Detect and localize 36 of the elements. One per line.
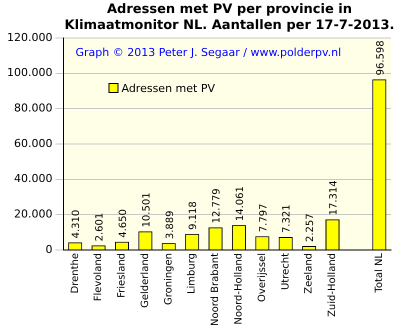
data-label: 9.118 [188, 201, 200, 230]
x-tick-label: Flevoland [93, 252, 104, 302]
chart-title: Adressen met PV per provincie in Klimaatmonitor NL. Aantallen per 17-7-2013. [64, 2, 396, 34]
legend-label: Adressen met PV [121, 82, 216, 95]
y-tick-label: 0 [45, 242, 52, 256]
x-tick-label: Gelderland [140, 252, 151, 308]
data-label: 4.650 [118, 209, 129, 238]
x-tick-label: Noord-Holland [234, 252, 245, 325]
x-tick-label: Zuid-Holland [327, 252, 338, 317]
x-tick-label: Friesland [116, 252, 128, 298]
data-label: 10.501 [141, 192, 152, 228]
x-tick-label: Groningen [163, 252, 174, 306]
y-tick-label: 100.000 [6, 66, 52, 80]
x-tick-label: Limburg [186, 252, 198, 294]
y-tick-label: 20.000 [14, 208, 52, 221]
y-tick-label: 60.000 [14, 136, 52, 150]
data-label: 7.797 [258, 204, 270, 232]
data-label: 12.779 [212, 188, 223, 224]
y-tick-label: 120.000 [6, 30, 52, 44]
x-tick-label: Utrecht [280, 252, 292, 290]
x-tick-label: Total NL [374, 252, 385, 294]
data-label: 7.321 [282, 204, 293, 234]
x-tick-label: Noord Brabant [210, 252, 222, 326]
data-label: 2.257 [305, 213, 316, 242]
data-label: 4.310 [71, 210, 82, 238]
data-label: 17.314 [328, 180, 340, 216]
data-label: 96.598 [375, 40, 386, 76]
annotation: Graph © 2013 Peter J. Segaar / www.polderpv.nl [75, 46, 342, 59]
data-label: 2.601 [94, 212, 106, 242]
x-tick-label: Drenthe [70, 252, 81, 294]
data-label: 3.889 [164, 210, 176, 240]
y-tick-label: 80.000 [14, 102, 52, 115]
y-tick-label: 40.000 [14, 172, 52, 186]
x-tick-label: Zeeland [304, 252, 315, 294]
data-label: 14.061 [234, 186, 246, 222]
x-tick-label: Overijssel [256, 252, 268, 302]
